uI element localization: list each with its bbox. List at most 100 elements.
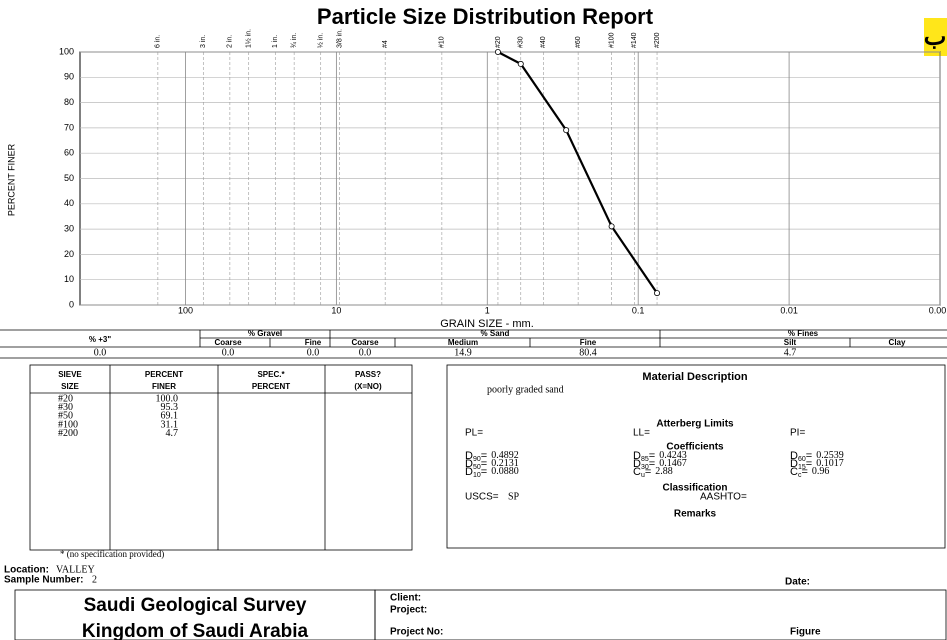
- data-point: [563, 127, 570, 134]
- coefficient-subscript: 85: [641, 456, 649, 463]
- sieve-table: [29, 364, 413, 551]
- material-frame: [446, 364, 946, 549]
- coefficient-subscript: c: [798, 472, 802, 479]
- sample-number-label: Sample Number:: [4, 575, 83, 586]
- gradation-subhead: Coarse: [214, 338, 242, 347]
- y-tick-label: 40: [64, 198, 74, 208]
- gradation-subhead: Medium: [448, 338, 478, 347]
- y-tick-label: 20: [64, 249, 74, 259]
- sieve-label: #20: [495, 36, 502, 48]
- coefficient-symbol: D: [790, 450, 798, 462]
- y-tick-label: 90: [64, 72, 74, 82]
- data-point: [494, 49, 501, 56]
- sieve-size: #30: [58, 402, 73, 413]
- coefficient-equals: =: [645, 466, 651, 478]
- percent-finer: 100.0: [156, 393, 179, 404]
- chart-title: Particle Size Distribution Report: [317, 4, 654, 29]
- sieve-size: #20: [58, 393, 73, 404]
- org-name: Saudi Geological Survey: [84, 595, 307, 616]
- atterberg-title: Atterberg Limits: [656, 419, 734, 430]
- coefficient-symbol: D: [465, 466, 473, 478]
- remarks-title: Remarks: [674, 509, 717, 520]
- coefficient-value: 0.2131: [491, 458, 519, 469]
- coefficient-value: 0.96: [812, 466, 830, 477]
- coefficient-equals: =: [649, 458, 655, 470]
- coefficient-symbol: D: [790, 458, 798, 470]
- footer-right: [374, 589, 947, 640]
- overlay-box: [924, 18, 947, 56]
- sieve-label: #100: [608, 32, 615, 48]
- location-label: Location:: [4, 565, 49, 576]
- sieve-label: #10: [439, 36, 446, 48]
- gradation-table: [0, 329, 947, 359]
- coefficient-symbol: C: [790, 466, 798, 478]
- y-tick-label: 100: [59, 46, 74, 56]
- gradation-value: 80.4: [579, 347, 597, 358]
- coefficient-equals: =: [801, 466, 807, 478]
- coefficient-subscript: 60: [798, 456, 806, 463]
- sieve-header: SIEVE: [58, 370, 82, 379]
- sieve-label: 2 in.: [227, 35, 234, 48]
- coefficient-symbol: D: [633, 450, 641, 462]
- coefficient-equals: =: [649, 450, 655, 462]
- y-axis-label: PERCENT FINER: [6, 143, 16, 216]
- country-name: Kingdom of Saudi Arabia: [82, 621, 309, 640]
- sieve-header: FINER: [152, 382, 176, 391]
- coefficient-value: 0.2539: [816, 450, 844, 461]
- figure-label: Figure: [790, 627, 821, 638]
- classification-title: Classification: [662, 483, 727, 494]
- percent-finer: 31.1: [161, 419, 179, 430]
- sieve-label: #40: [540, 36, 547, 48]
- date-label: Date:: [785, 577, 810, 588]
- y-tick-label: 30: [64, 223, 74, 233]
- sieve-label: ¾ in.: [291, 33, 298, 48]
- sieve-header: (X=NO): [354, 382, 382, 391]
- coefficient: D15= 0.1017: [790, 458, 844, 471]
- material-description: poorly graded sand: [487, 384, 564, 395]
- sieve-label: #140: [631, 32, 638, 48]
- uscs-label: USCS=: [465, 492, 499, 503]
- uscs-value: SP: [508, 491, 520, 502]
- x-tick-label: 10: [331, 305, 341, 315]
- coefficients-title: Coefficients: [666, 442, 724, 453]
- coefficient-subscript: 15: [798, 464, 806, 471]
- sieve-header: PERCENT: [252, 382, 290, 391]
- sieve-size: #100: [58, 419, 78, 430]
- coefficient: Cu= 2.88: [633, 466, 673, 479]
- coefficient-subscript: 90: [473, 456, 481, 463]
- percent-finer: 4.7: [166, 428, 179, 439]
- sieve-label: #200: [654, 32, 661, 48]
- project-label: Project:: [390, 605, 427, 616]
- coefficient-equals: =: [481, 466, 487, 478]
- sieve-size: #200: [58, 428, 78, 439]
- coefficient-value: 2.88: [655, 466, 673, 477]
- coefficient-symbol: D: [633, 458, 641, 470]
- y-tick-label: 70: [64, 122, 74, 132]
- coefficient-value: 0.4243: [659, 450, 687, 461]
- sieve-label: 6 in.: [155, 35, 162, 48]
- sieve-header: SIZE: [61, 382, 79, 391]
- atterberg-item: LL=: [633, 428, 650, 439]
- gradation-value: 14.9: [454, 347, 472, 358]
- sample-number: 2: [92, 574, 97, 585]
- coefficient-subscript: 50: [473, 464, 481, 471]
- footnote: * (no specification provided): [60, 549, 164, 559]
- coefficient-value: 0.4892: [491, 450, 519, 461]
- atterberg-item: PI=: [790, 428, 805, 439]
- sieve-label: ½ in.: [317, 33, 325, 48]
- coefficient-equals: =: [481, 458, 487, 470]
- gradation-group: % Fines: [788, 329, 819, 338]
- coefficient-subscript: u: [641, 472, 645, 479]
- sieve-header: PERCENT: [145, 370, 183, 379]
- coefficient: D10= 0.0880: [465, 466, 519, 479]
- gradation-value: 4.7: [784, 347, 797, 358]
- coefficient: Cc= 0.96: [790, 466, 829, 479]
- x-tick-label: 1: [485, 305, 490, 315]
- coefficient-equals: =: [806, 450, 812, 462]
- coefficient-subscript: 10: [473, 472, 481, 479]
- coefficient-value: 0.1017: [816, 458, 844, 469]
- coefficient-symbol: D: [465, 450, 473, 462]
- sieve-label: 3 in.: [200, 35, 207, 48]
- gradation-subhead: Fine: [305, 338, 322, 347]
- coefficient-equals: =: [806, 458, 812, 470]
